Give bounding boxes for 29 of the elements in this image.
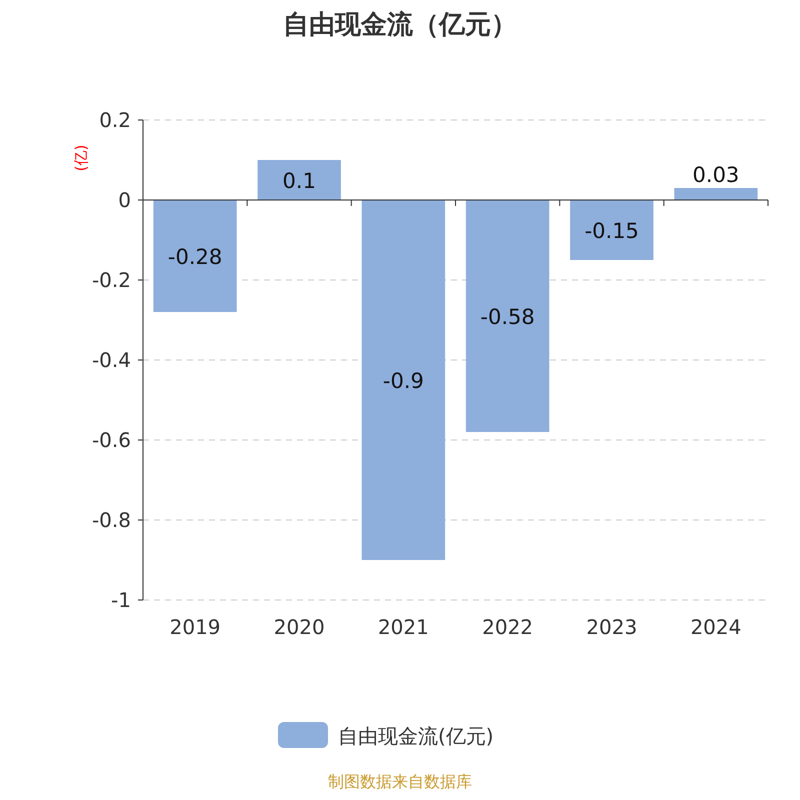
data-label: 0.03 — [692, 163, 740, 187]
y-tick-label: -0.6 — [92, 428, 131, 452]
y-axis-title: (亿) — [72, 144, 90, 172]
x-tick-label: 2024 — [690, 615, 742, 639]
bar — [674, 188, 758, 200]
bar — [153, 200, 237, 312]
chart-title: 自由现金流（亿元） — [283, 10, 517, 40]
y-tick-label: 0.2 — [99, 108, 131, 132]
y-tick-label: -1 — [111, 588, 131, 612]
text: 制图数据来自数据库 — [328, 772, 472, 791]
x-tick-label: 2022 — [482, 615, 534, 639]
legend-label: 自由现金流(亿元) — [338, 724, 494, 748]
y-tick-label: 0 — [118, 188, 131, 212]
data-label: -0.28 — [168, 245, 222, 269]
x-tick-label: 2021 — [378, 615, 429, 639]
bar — [362, 200, 446, 560]
data-label: -0.15 — [584, 219, 639, 243]
bar — [466, 200, 550, 432]
x-tick-label: 2023 — [586, 615, 638, 639]
data-label: -0.9 — [382, 369, 424, 393]
data-label: -0.58 — [480, 305, 535, 329]
bar — [258, 160, 341, 200]
x-tick-label: 2019 — [170, 615, 221, 639]
data-label: 0.1 — [282, 169, 316, 193]
y-tick-label: -0.4 — [92, 348, 131, 372]
y-tick-label: -0.8 — [92, 508, 131, 532]
bar — [570, 200, 654, 260]
x-tick-label: 2020 — [274, 615, 325, 639]
y-tick-label: -0.2 — [92, 268, 131, 292]
